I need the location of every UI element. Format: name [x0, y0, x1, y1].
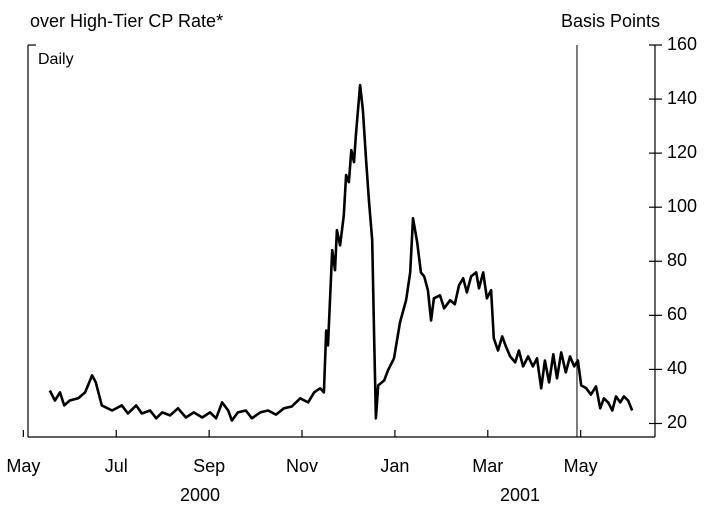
x-tick-label: Mar	[472, 456, 503, 476]
y-axis-label: Basis Points	[561, 11, 660, 31]
y-tick-label: 140	[667, 88, 697, 108]
y-tick-label: 120	[667, 142, 697, 162]
x-tick-label: Nov	[286, 456, 318, 476]
y-tick-label: 100	[667, 196, 697, 216]
x-tick-label: Jan	[380, 456, 409, 476]
y-tick-label: 80	[667, 250, 687, 270]
year-label: 2000	[180, 485, 220, 505]
chart-title: over High-Tier CP Rate*	[30, 11, 223, 31]
x-tick-label: Jul	[105, 456, 128, 476]
y-tick-label: 160	[667, 34, 697, 54]
y-tick-label: 40	[667, 358, 687, 378]
x-tick-label: Sep	[193, 456, 225, 476]
y-tick-label: 60	[667, 304, 687, 324]
x-tick-label: May	[564, 456, 598, 476]
year-label: 2001	[500, 485, 540, 505]
series-line	[48, 83, 634, 422]
x-tick-label: May	[6, 456, 40, 476]
y-tick-label: 20	[667, 412, 687, 432]
frequency-label: Daily	[38, 51, 74, 68]
